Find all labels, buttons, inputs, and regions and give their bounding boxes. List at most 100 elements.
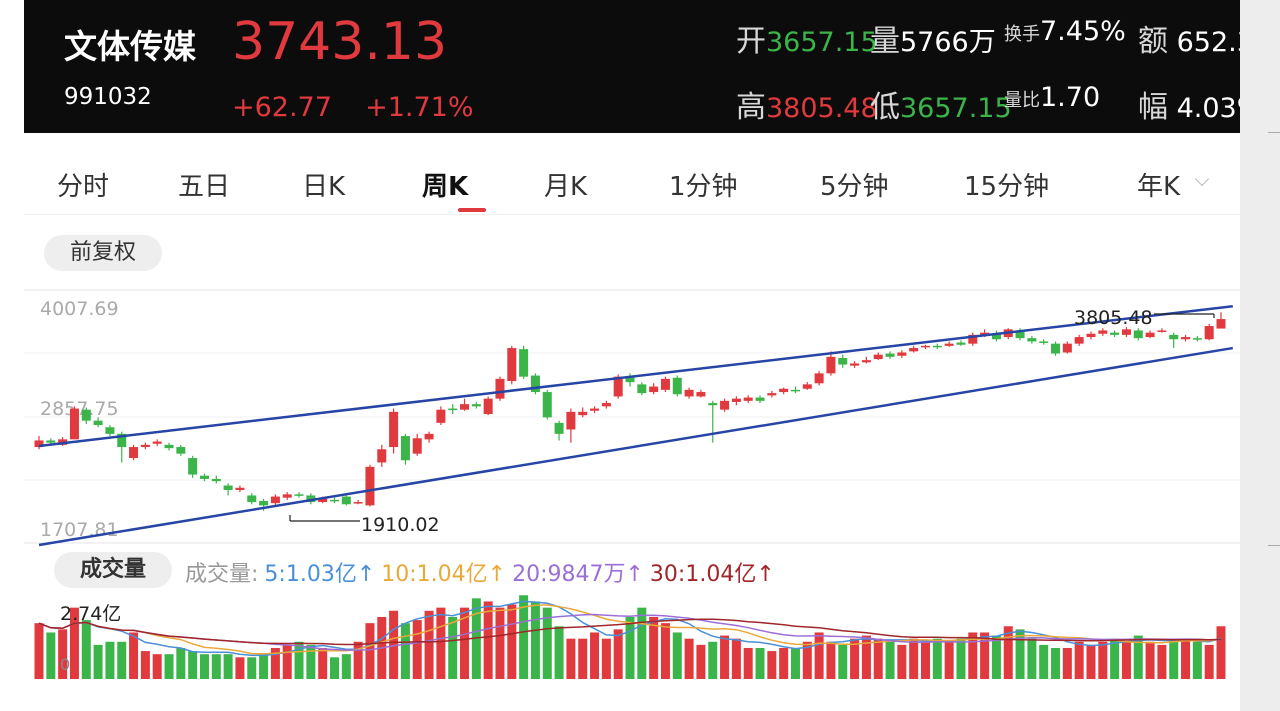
- volume-bar: [129, 632, 139, 679]
- volume-label: 量: [870, 24, 900, 59]
- candle-down: [330, 499, 339, 502]
- volume-bar: [306, 644, 316, 679]
- volume-bar: [980, 632, 990, 679]
- candle-up: [684, 389, 694, 397]
- volume-bar: [330, 657, 339, 679]
- volume-bar: [944, 641, 954, 679]
- candle-up: [649, 386, 659, 393]
- volume-bar: [743, 647, 753, 679]
- open-value: 3657.15: [766, 27, 878, 58]
- candle-down: [1051, 343, 1061, 354]
- candle-up: [495, 378, 505, 399]
- high-value: 3805.48: [766, 93, 878, 124]
- volume-bar: [542, 607, 552, 679]
- volume-bar: [412, 620, 422, 679]
- candle-down: [956, 342, 966, 345]
- volume-bar: [188, 651, 198, 679]
- adjust-toggle[interactable]: 前复权: [44, 235, 162, 271]
- volume-label: 成交量:: [185, 562, 259, 587]
- candle-up: [152, 441, 162, 444]
- volume-bar: [164, 654, 174, 679]
- volume-bar: [826, 641, 836, 679]
- candle-up: [861, 360, 871, 363]
- candle-up: [140, 444, 150, 448]
- amount-stat: 额 652.3: [1138, 16, 1240, 60]
- volume-bar: [507, 604, 517, 679]
- candle-up: [436, 409, 446, 423]
- volume-value: 5766万: [900, 27, 996, 58]
- volume-bar: [909, 638, 919, 679]
- quote-header: 文体传媒 991032 3743.13 +62.77 +1.71% 开3657.…: [24, 0, 1240, 133]
- volume-bar: [1192, 641, 1202, 679]
- volume-bar: [731, 638, 741, 679]
- candle-down: [991, 333, 1001, 340]
- stock-name: 文体传媒: [64, 27, 196, 66]
- volume-bar: [802, 641, 812, 679]
- volume-axis-zero: 0: [60, 655, 70, 674]
- candle-down: [1110, 332, 1120, 335]
- vol-ratio-label: 量比: [1004, 90, 1040, 111]
- candle-up: [696, 392, 706, 397]
- turnover-label: 换手: [1004, 24, 1040, 45]
- tab-1min[interactable]: 1分钟: [669, 172, 738, 202]
- candle-down: [117, 433, 127, 448]
- candlestick-chart[interactable]: 3805.48 1910.02: [24, 285, 1240, 547]
- tab-15min[interactable]: 15分钟: [964, 172, 1050, 202]
- candle-down: [838, 357, 848, 365]
- tab-intraday[interactable]: 分时: [57, 172, 110, 202]
- tab-daily-k[interactable]: 日K: [302, 172, 346, 202]
- divider-tick: [1268, 132, 1280, 133]
- volume-bar: [1051, 647, 1061, 679]
- candle-up: [873, 354, 883, 360]
- candle-up: [412, 438, 422, 454]
- amplitude-stat: 幅 4.03%: [1138, 82, 1240, 126]
- volume-bar: [69, 607, 79, 679]
- candle-up: [377, 449, 387, 463]
- volume-bar: [1169, 638, 1179, 679]
- candle-down: [448, 408, 458, 411]
- volume-bar: [34, 623, 44, 679]
- volume-bar: [779, 647, 789, 679]
- stock-code: 991032: [64, 84, 152, 110]
- tab-five-day[interactable]: 五日: [178, 172, 231, 202]
- tab-yearly-k[interactable]: 年K: [1137, 172, 1181, 202]
- ma30-value: 30:1.04亿↑: [649, 562, 775, 587]
- volume-bar: [838, 644, 848, 679]
- volume-bar: [790, 647, 800, 679]
- candle-up: [69, 408, 79, 440]
- candle-down: [223, 485, 233, 490]
- volume-indicator-button[interactable]: 成交量: [54, 552, 172, 588]
- candle-down: [790, 389, 800, 392]
- period-tabs: 分时 五日 日K 周K 月K 1分钟 5分钟 15分钟 年K: [24, 140, 1240, 215]
- open-label: 开: [736, 24, 766, 59]
- candle-up: [850, 363, 860, 366]
- tab-weekly-k[interactable]: 周K: [422, 172, 469, 202]
- candle-up: [318, 498, 328, 503]
- ma20-value: 20:9847万↑: [512, 562, 644, 587]
- candle-up: [1181, 337, 1191, 340]
- candle-down: [471, 404, 481, 407]
- low-label: 低: [870, 90, 900, 125]
- volume-bar: [590, 632, 600, 679]
- volume-chart[interactable]: 2.74亿 0: [24, 590, 1240, 680]
- volume-ma10-line: [38, 604, 1222, 655]
- volume-bar: [247, 657, 257, 679]
- volume-bars-group: [34, 595, 1226, 679]
- volume-bar: [436, 607, 446, 679]
- candle-down: [164, 444, 174, 449]
- candle-down: [341, 496, 351, 505]
- volume-bar: [1086, 644, 1096, 679]
- volume-bar: [649, 616, 659, 679]
- candle-down: [542, 392, 552, 418]
- candle-down: [1015, 330, 1025, 339]
- volume-bar: [660, 623, 670, 679]
- tab-5min[interactable]: 5分钟: [820, 172, 889, 202]
- tab-monthly-k[interactable]: 月K: [544, 172, 588, 202]
- candle-up: [743, 397, 753, 401]
- volume-bar: [282, 644, 292, 679]
- volume-bar: [483, 601, 493, 679]
- candle-down: [932, 345, 942, 348]
- candle-up: [1145, 332, 1155, 338]
- channel-lower-line: [38, 346, 1234, 547]
- volume-bar: [861, 635, 871, 679]
